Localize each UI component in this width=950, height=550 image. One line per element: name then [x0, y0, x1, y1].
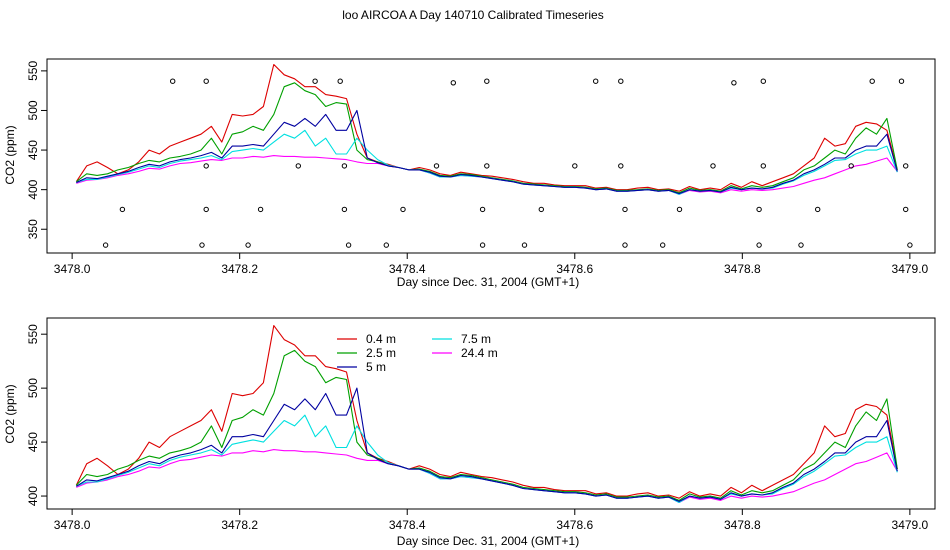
- marker-point: [760, 163, 766, 169]
- bottom-x-tick-label: 3478.4: [389, 518, 426, 532]
- bottom-x-tick-label: 3478.8: [724, 518, 761, 532]
- marker-point: [521, 242, 528, 248]
- marker-point: [295, 163, 301, 169]
- top-x-tick-label: 3479.0: [892, 262, 929, 276]
- top-x-tick-label: 3478.8: [724, 262, 761, 276]
- marker-point: [660, 242, 666, 248]
- marker-point: [479, 206, 486, 213]
- bottom-x-axis: 3478.0 3478.2 3478.4 3478.6 3478.8 3479.0: [54, 509, 929, 532]
- marker-point: [203, 206, 209, 213]
- bottom-series-line-0-4-m: [75, 325, 898, 499]
- top-panel: 3478.0 3478.2 3478.4 3478.6 3478.8 3479.0 350…: [3, 58, 936, 289]
- marker-point: [622, 206, 628, 213]
- top-series-line-5-m: [76, 109, 898, 195]
- top-series-line-2-5-m: [75, 82, 898, 194]
- marker-point: [622, 242, 628, 248]
- legend-label: 7.5 m: [461, 332, 491, 346]
- marker-point: [848, 163, 854, 169]
- top-marker-points: [102, 78, 913, 248]
- marker-point: [798, 242, 804, 248]
- legend-label: 2.5 m: [366, 346, 396, 360]
- top-x-axis-label: Day since Dec. 31, 2004 (GMT+1): [397, 275, 579, 289]
- marker-point: [907, 242, 913, 248]
- bottom-series-line-2-5-m: [75, 349, 898, 501]
- top-y-axis: 350 400 450 500 550: [26, 61, 47, 239]
- legend-label: 0.4 m: [366, 332, 396, 346]
- marker-point: [898, 78, 905, 84]
- marker-point: [119, 206, 126, 213]
- marker-point: [257, 206, 264, 213]
- marker-point: [618, 163, 624, 169]
- marker-point: [450, 80, 456, 86]
- bottom-panel: 3478.0 3478.2 3478.4 3478.6 3478.8 3479.0 400…: [3, 317, 936, 548]
- top-x-tick-label: 3478.4: [389, 262, 426, 276]
- bottom-series-line-24-4-m: [76, 449, 898, 504]
- marker-point: [676, 206, 683, 213]
- top-y-tick-label: 550: [26, 61, 40, 81]
- marker-point: [433, 163, 440, 169]
- bottom-y-tick-label: 500: [26, 378, 40, 398]
- marker-point: [479, 242, 486, 248]
- marker-point: [484, 163, 490, 169]
- top-y-tick-label: 400: [26, 179, 40, 199]
- bottom-series-line-5-m: [76, 387, 898, 502]
- marker-point: [170, 78, 176, 84]
- marker-point: [593, 78, 599, 84]
- top-y-axis-label: CO2 (ppm): [3, 125, 17, 184]
- marker-point: [337, 78, 343, 84]
- bottom-x-tick-label: 3479.0: [892, 518, 929, 532]
- marker-point: [199, 242, 205, 248]
- marker-point: [756, 206, 762, 213]
- marker-point: [572, 163, 578, 169]
- marker-point: [345, 242, 352, 248]
- top-y-tick-label: 450: [26, 140, 40, 160]
- bottom-y-axis: 400 450 500 550: [26, 324, 47, 506]
- top-series-lines: [75, 63, 898, 195]
- marker-point: [484, 78, 490, 84]
- marker-point: [341, 206, 348, 213]
- top-series-line-24-4-m: [76, 155, 898, 195]
- marker-point: [203, 78, 209, 84]
- bottom-y-tick-label: 400: [26, 486, 40, 506]
- top-x-tick-label: 3478.6: [556, 262, 593, 276]
- bottom-x-tick-label: 3478.0: [54, 518, 91, 532]
- chart-title: loo AIRCOA A Day 140710 Calibrated Times…: [342, 8, 603, 22]
- top-x-axis: 3478.0 3478.2 3478.4 3478.6 3478.8 3479.0: [54, 253, 929, 276]
- marker-point: [538, 206, 544, 213]
- marker-point: [710, 163, 716, 169]
- top-x-tick-label: 3478.2: [221, 262, 258, 276]
- legend-label: 5 m: [366, 360, 386, 374]
- bottom-x-tick-label: 3478.6: [556, 518, 593, 532]
- top-y-tick-label: 350: [26, 219, 40, 239]
- top-y-tick-label: 500: [26, 100, 40, 120]
- marker-point: [400, 206, 406, 213]
- bottom-y-tick-label: 450: [26, 432, 40, 452]
- marker-point: [760, 78, 766, 84]
- top-x-tick-label: 3478.0: [54, 262, 91, 276]
- marker-point: [756, 242, 762, 248]
- bottom-x-tick-label: 3478.2: [221, 518, 258, 532]
- legend: 0.4 m2.5 m5 m 7.5 m24.4 m: [337, 332, 498, 374]
- marker-point: [869, 78, 875, 84]
- marker-point: [903, 163, 909, 169]
- marker-point: [203, 163, 209, 169]
- marker-point: [245, 242, 251, 248]
- legend-label: 24.4 m: [461, 346, 498, 360]
- marker-point: [815, 206, 821, 213]
- top-series-line-0-4-m: [75, 63, 898, 192]
- marker-point: [312, 78, 318, 84]
- marker-point: [383, 242, 389, 248]
- bottom-x-axis-label: Day since Dec. 31, 2004 (GMT+1): [397, 534, 579, 548]
- marker-point: [731, 80, 737, 86]
- bottom-y-tick-label: 550: [26, 324, 40, 344]
- marker-point: [903, 206, 909, 213]
- bottom-plot-frame: [46, 317, 936, 510]
- marker-point: [618, 78, 624, 84]
- top-plot-frame: [46, 58, 936, 254]
- bottom-series-lines: [75, 325, 898, 504]
- bottom-y-axis-label: CO2 (ppm): [3, 384, 17, 443]
- marker-point: [341, 163, 348, 169]
- marker-point: [102, 242, 109, 248]
